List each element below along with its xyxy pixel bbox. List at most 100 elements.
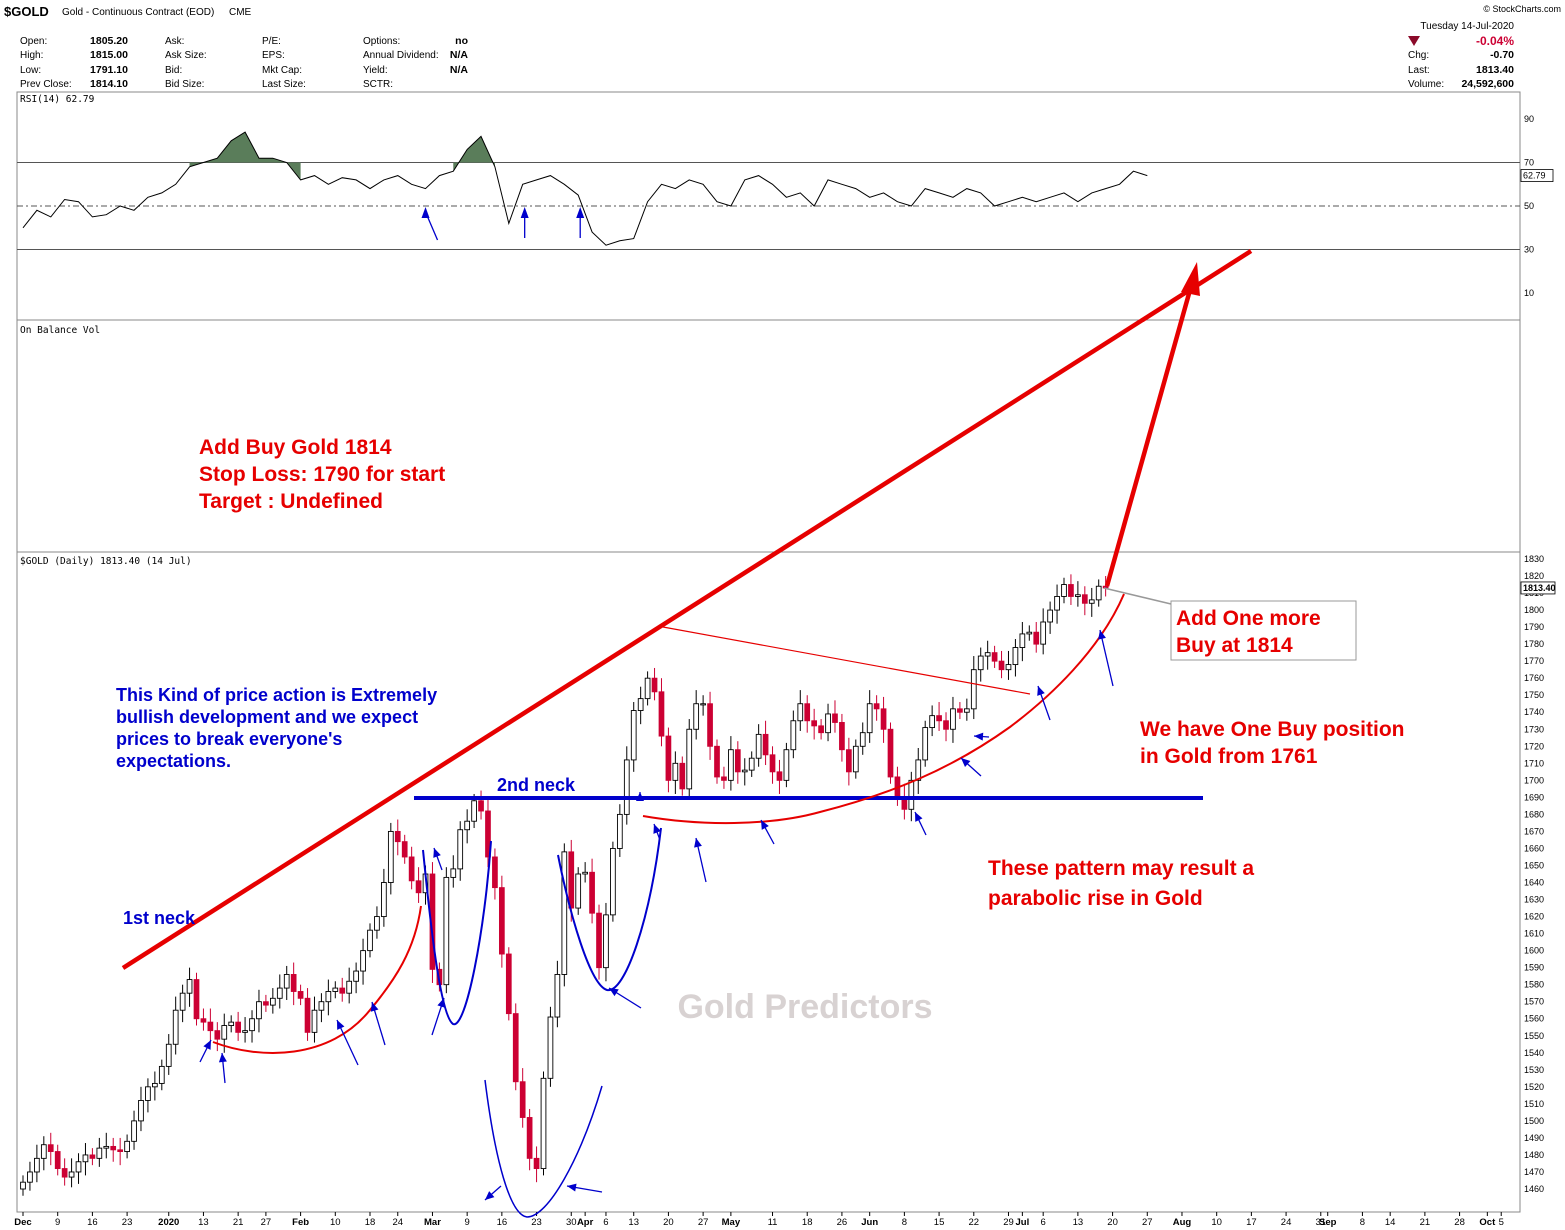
blue-arrow-head-icon xyxy=(337,1020,345,1030)
blue-arrow-head-icon xyxy=(433,848,441,858)
x-tick-label: 27 xyxy=(1142,1217,1153,1228)
price-y-tick: 1590 xyxy=(1524,963,1544,973)
quote-label: Last Size: xyxy=(262,79,306,90)
price-y-tick: 1670 xyxy=(1524,826,1544,836)
candle-body xyxy=(686,728,693,790)
blue-arrow-head-icon xyxy=(203,1040,211,1050)
x-tick-label: 8 xyxy=(1360,1217,1365,1228)
blue-arrow-head-icon xyxy=(653,824,661,834)
x-tick-label: 22 xyxy=(968,1217,979,1228)
rsi-line xyxy=(22,131,1148,246)
x-tick-label: Jul xyxy=(1015,1217,1029,1228)
candle-body xyxy=(54,1151,61,1170)
candle-body xyxy=(991,652,998,662)
x-tick-label: 20 xyxy=(663,1217,674,1228)
cup-1 xyxy=(422,840,492,1026)
quote-value: 1805.20 xyxy=(90,35,128,47)
blue-arrow-head-icon xyxy=(567,1183,577,1192)
candle-body xyxy=(596,912,602,969)
x-tick-label: Feb xyxy=(292,1217,309,1228)
candle-body xyxy=(1047,609,1053,623)
candle-body xyxy=(512,1013,519,1083)
obv-title: On Balance Vol xyxy=(20,325,100,336)
header: $GOLD Gold - Continuous Contract (EOD) C… xyxy=(4,4,1561,90)
trade-line-1: Add Buy Gold 1814 xyxy=(199,436,392,459)
x-tick-label: 16 xyxy=(87,1217,98,1228)
quote-label: Chg: xyxy=(1408,50,1429,61)
price-y-tick: 1710 xyxy=(1524,758,1544,768)
price-y-tick: 1680 xyxy=(1524,809,1544,819)
candle-body xyxy=(547,1016,554,1079)
candle-body xyxy=(145,1086,151,1101)
neck-2-label: 2nd neck xyxy=(497,775,576,795)
candle-body xyxy=(61,1168,68,1178)
quote-label: SCTR: xyxy=(363,79,393,90)
candle-body xyxy=(179,992,186,1011)
x-tick-label: 11 xyxy=(768,1217,778,1228)
candle-body xyxy=(963,708,970,713)
candle-body xyxy=(1081,594,1088,604)
quote-label: Prev Close: xyxy=(20,79,72,90)
candle-body xyxy=(124,1140,130,1152)
candle-body xyxy=(311,1009,318,1033)
candle-body xyxy=(623,759,630,815)
x-tick-label: 29 xyxy=(1003,1217,1014,1228)
x-tick-label: 9 xyxy=(55,1217,60,1228)
price-y-tick: 1660 xyxy=(1524,843,1544,853)
quote-value: N/A xyxy=(450,64,469,76)
symbol-description: Gold - Continuous Contract (EOD) xyxy=(62,7,214,18)
quote-label: Low: xyxy=(20,65,41,76)
candle-body xyxy=(387,830,394,883)
x-tick-label: Jun xyxy=(861,1217,878,1228)
candle-body xyxy=(943,720,949,730)
x-tick-label: 13 xyxy=(1073,1217,1084,1228)
candle-body xyxy=(374,916,380,931)
candle-body xyxy=(658,691,665,737)
price-last-label: 1813.40 xyxy=(1523,583,1556,593)
price-y-tick: 1570 xyxy=(1524,997,1544,1007)
candle-body xyxy=(561,851,568,975)
price-y-tick: 1520 xyxy=(1524,1082,1544,1092)
candle-body xyxy=(297,991,304,999)
x-tick-label: 27 xyxy=(698,1217,709,1228)
quote-label: Mkt Cap: xyxy=(262,65,302,76)
candle-body xyxy=(603,914,609,969)
position-line-1: We have One Buy position xyxy=(1140,718,1405,741)
candle-body xyxy=(1054,596,1060,611)
candle-body xyxy=(172,1009,179,1045)
rsi-arrow-head-icon xyxy=(421,207,430,218)
callout-line-2: Buy at 1814 xyxy=(1176,634,1293,657)
price-y-tick: 1480 xyxy=(1524,1150,1544,1160)
candle-body xyxy=(235,1021,241,1033)
candle-body xyxy=(700,703,706,706)
callout-line-1: Add One more xyxy=(1176,607,1321,630)
candle-body xyxy=(714,745,720,778)
candle-body xyxy=(929,715,935,729)
candle-body xyxy=(804,703,811,722)
candle-body xyxy=(443,876,450,986)
quote-label: Bid: xyxy=(165,65,182,76)
candle-body xyxy=(131,1120,137,1142)
candle-body xyxy=(734,749,741,773)
candle-body xyxy=(381,882,387,918)
price-y-tick: 1820 xyxy=(1524,571,1544,581)
candle-body xyxy=(936,715,942,722)
candle-body xyxy=(75,1161,82,1173)
x-tick-label: 31 xyxy=(1315,1217,1326,1228)
cup-2 xyxy=(557,827,662,992)
candle-body xyxy=(1075,594,1081,597)
candle-body xyxy=(977,655,984,671)
quote-label: Ask Size: xyxy=(165,50,207,61)
quote-label: High: xyxy=(20,50,43,61)
x-tick-label: 26 xyxy=(837,1217,848,1228)
candle-body xyxy=(526,1117,533,1159)
x-tick-label: 15 xyxy=(934,1217,945,1228)
candle-body xyxy=(908,779,915,810)
candle-body xyxy=(616,813,623,849)
quote-value: 1813.40 xyxy=(1476,64,1514,76)
rsi-y-tick: 90 xyxy=(1524,114,1534,124)
exchange: CME xyxy=(229,7,252,18)
x-tick-label: 23 xyxy=(122,1217,133,1228)
change-percent: -0.04% xyxy=(1476,34,1514,48)
rsi-y-tick: 70 xyxy=(1524,158,1534,168)
